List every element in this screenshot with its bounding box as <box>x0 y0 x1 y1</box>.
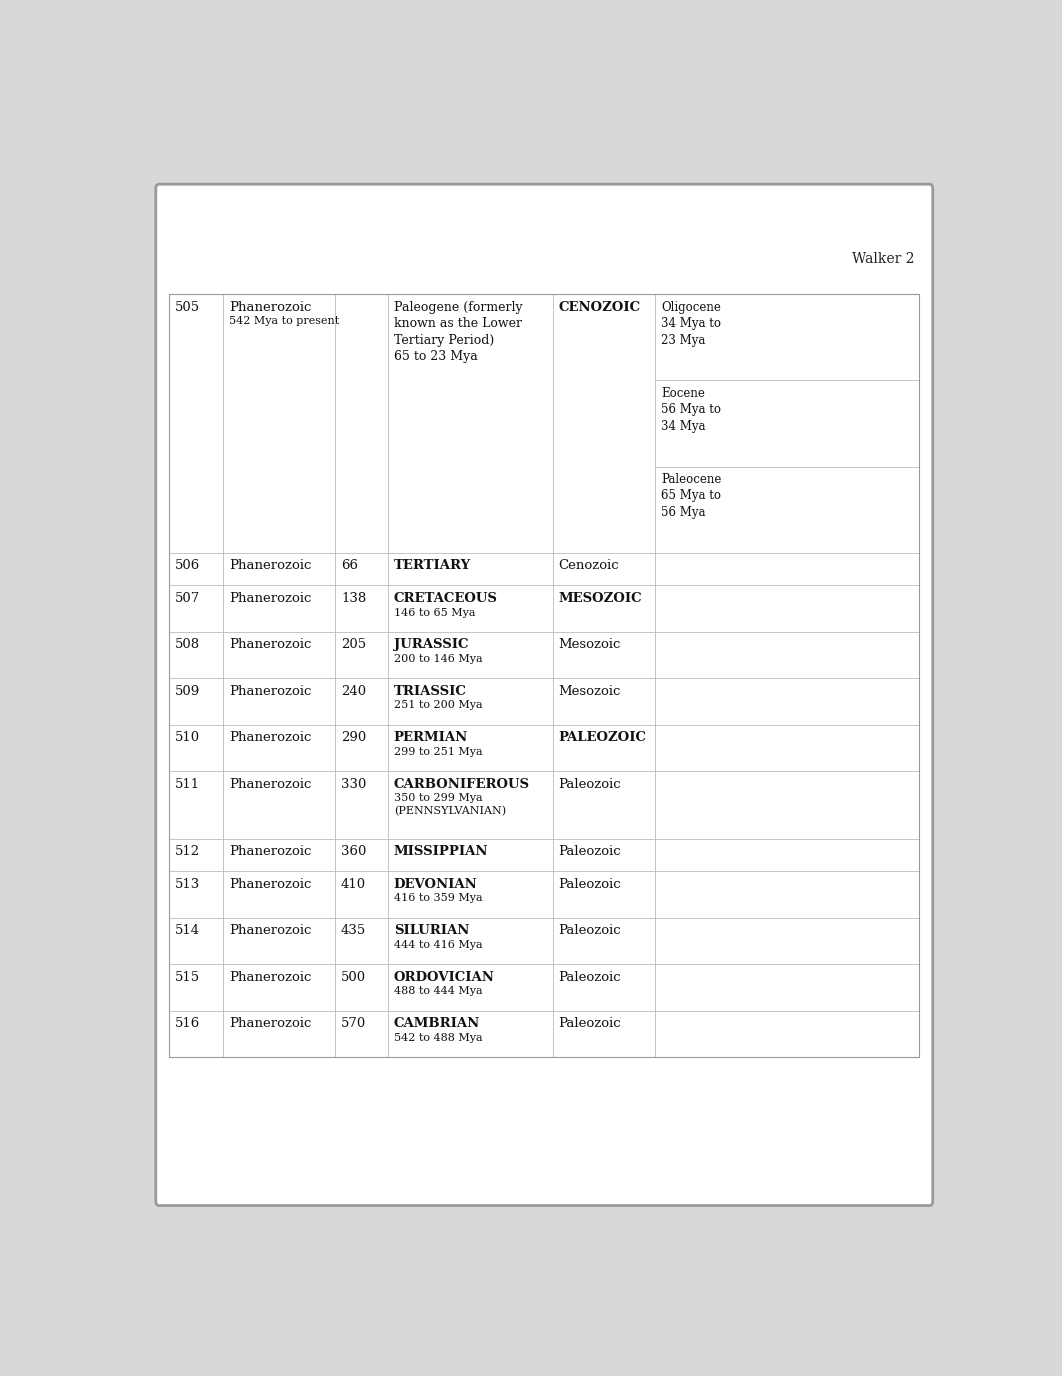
Text: 444 to 416 Mya: 444 to 416 Mya <box>394 940 482 949</box>
Text: 240: 240 <box>341 685 366 698</box>
Text: 251 to 200 Mya: 251 to 200 Mya <box>394 700 482 710</box>
Text: Phanerozoic: Phanerozoic <box>229 731 311 744</box>
Text: TRIASSIC: TRIASSIC <box>394 685 466 698</box>
Text: 200 to 146 Mya: 200 to 146 Mya <box>394 654 482 665</box>
Text: CENOZOIC: CENOZOIC <box>559 301 640 314</box>
Text: 360: 360 <box>341 845 366 857</box>
Text: 435: 435 <box>341 925 366 937</box>
Text: SILURIAN: SILURIAN <box>394 925 469 937</box>
Text: Phanerozoic: Phanerozoic <box>229 559 311 572</box>
Text: Paleozoic: Paleozoic <box>559 970 621 984</box>
Text: 512: 512 <box>175 845 200 857</box>
Text: Phanerozoic: Phanerozoic <box>229 925 311 937</box>
Text: Phanerozoic: Phanerozoic <box>229 592 311 605</box>
Text: Paleozoic: Paleozoic <box>559 777 621 791</box>
Text: 510: 510 <box>175 731 200 744</box>
Text: Phanerozoic: Phanerozoic <box>229 685 311 698</box>
Text: PALEOZOIC: PALEOZOIC <box>559 731 647 744</box>
Text: Mesozoic: Mesozoic <box>559 685 620 698</box>
Text: Paleozoic: Paleozoic <box>559 925 621 937</box>
Text: 205: 205 <box>341 638 366 651</box>
Text: 66: 66 <box>341 559 358 572</box>
Text: JURASSIC: JURASSIC <box>394 638 468 651</box>
Text: 513: 513 <box>175 878 200 890</box>
FancyBboxPatch shape <box>156 184 932 1205</box>
Text: 410: 410 <box>341 878 366 890</box>
Text: Phanerozoic: Phanerozoic <box>229 1017 311 1031</box>
Text: ORDOVICIAN: ORDOVICIAN <box>394 970 495 984</box>
Text: 416 to 359 Mya: 416 to 359 Mya <box>394 893 482 904</box>
Text: Phanerozoic: Phanerozoic <box>229 845 311 857</box>
Text: CAMBRIAN: CAMBRIAN <box>394 1017 480 1031</box>
Text: 506: 506 <box>175 559 200 572</box>
Text: 542 to 488 Mya: 542 to 488 Mya <box>394 1033 482 1043</box>
Text: 507: 507 <box>175 592 200 605</box>
Text: 299 to 251 Mya: 299 to 251 Mya <box>394 747 482 757</box>
Text: TERTIARY: TERTIARY <box>394 559 470 572</box>
Text: CARBONIFEROUS: CARBONIFEROUS <box>394 777 530 791</box>
Text: 146 to 65 Mya: 146 to 65 Mya <box>394 608 475 618</box>
Text: CRETACEOUS: CRETACEOUS <box>394 592 497 605</box>
Text: 508: 508 <box>175 638 200 651</box>
Text: 505: 505 <box>175 301 200 314</box>
Text: 138: 138 <box>341 592 366 605</box>
Text: 290: 290 <box>341 731 366 744</box>
Text: Phanerozoic: Phanerozoic <box>229 638 311 651</box>
Text: 542 Mya to present: 542 Mya to present <box>229 316 339 326</box>
Text: Mesozoic: Mesozoic <box>559 638 620 651</box>
Text: 350 to 299 Mya
(PENNSYLVANIAN): 350 to 299 Mya (PENNSYLVANIAN) <box>394 794 506 817</box>
Text: Walker 2: Walker 2 <box>852 252 914 266</box>
Text: DEVONIAN: DEVONIAN <box>394 878 478 890</box>
Text: Paleocene
65 Mya to
56 Mya: Paleocene 65 Mya to 56 Mya <box>662 473 721 519</box>
Text: Oligocene
34 Mya to
23 Mya: Oligocene 34 Mya to 23 Mya <box>662 301 721 347</box>
Text: Paleozoic: Paleozoic <box>559 845 621 857</box>
Text: Eocene
56 Mya to
34 Mya: Eocene 56 Mya to 34 Mya <box>662 387 721 433</box>
Text: Paleogene (formerly
known as the Lower
Tertiary Period)
65 to 23 Mya: Paleogene (formerly known as the Lower T… <box>394 301 523 363</box>
Text: 511: 511 <box>175 777 200 791</box>
Text: Phanerozoic: Phanerozoic <box>229 301 311 314</box>
Text: PERMIAN: PERMIAN <box>394 731 468 744</box>
Text: Phanerozoic: Phanerozoic <box>229 970 311 984</box>
Text: 509: 509 <box>175 685 200 698</box>
Text: Paleozoic: Paleozoic <box>559 1017 621 1031</box>
Text: 514: 514 <box>175 925 200 937</box>
Text: 570: 570 <box>341 1017 366 1031</box>
Text: Paleozoic: Paleozoic <box>559 878 621 890</box>
Text: MESOZOIC: MESOZOIC <box>559 592 641 605</box>
Text: Cenozoic: Cenozoic <box>559 559 619 572</box>
Text: 515: 515 <box>175 970 200 984</box>
Text: MISSIPPIAN: MISSIPPIAN <box>394 845 489 857</box>
Text: 516: 516 <box>175 1017 200 1031</box>
Text: 330: 330 <box>341 777 366 791</box>
Text: 500: 500 <box>341 970 366 984</box>
Text: Phanerozoic: Phanerozoic <box>229 777 311 791</box>
Text: Phanerozoic: Phanerozoic <box>229 878 311 890</box>
Text: 488 to 444 Mya: 488 to 444 Mya <box>394 987 482 996</box>
Bar <box>169 294 919 1057</box>
